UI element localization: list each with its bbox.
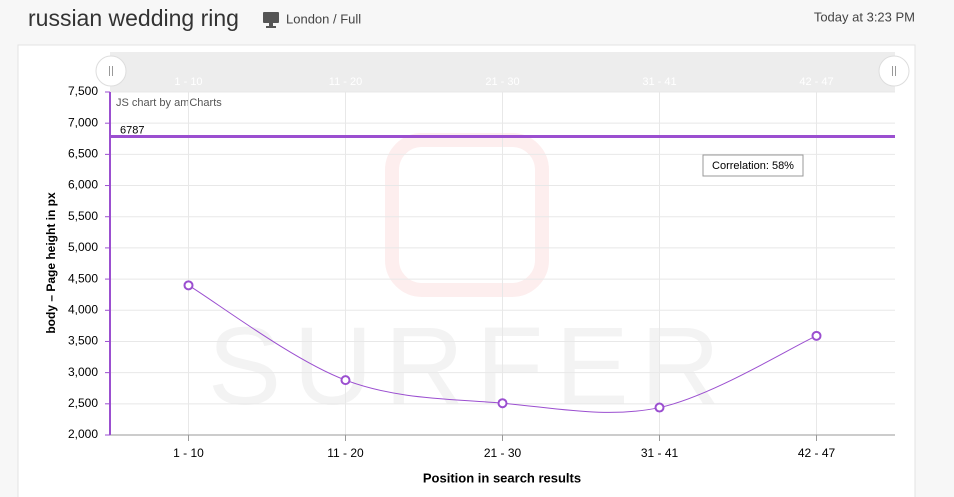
chart-card — [17, 44, 916, 497]
data-point[interactable] — [497, 398, 508, 409]
y-tick-label: 7,500 — [68, 84, 98, 98]
y-tick-label: 5,500 — [68, 209, 98, 223]
y-tick-label: 2,000 — [68, 427, 98, 441]
credit: JS chart by amCharts — [116, 97, 222, 109]
timestamp: Today at 3:23 PM — [814, 9, 915, 24]
scrollbar-label: 21 - 30 — [485, 76, 519, 88]
y-tick-label: 5,000 — [68, 240, 98, 254]
data-point[interactable] — [183, 280, 194, 291]
x-tick-label: 1 - 10 — [173, 446, 204, 460]
reference-label: 6787 — [120, 124, 144, 136]
data-point[interactable] — [654, 402, 665, 413]
y-tick-label: 3,500 — [68, 334, 98, 348]
scrollbar-label: 42 - 47 — [799, 76, 833, 88]
y-tick-label: 6,000 — [68, 178, 98, 192]
x-tick-label: 42 - 47 — [798, 446, 836, 460]
page-title: russian wedding ring — [28, 5, 239, 31]
y-tick-label: 4,000 — [68, 302, 98, 316]
scrollbar-label: 31 - 41 — [642, 76, 676, 88]
tooltip: Correlation: 58% — [712, 160, 794, 172]
scrollbar-handle[interactable] — [95, 55, 127, 87]
x-tick-label: 11 - 20 — [327, 446, 364, 460]
data-point[interactable] — [340, 375, 351, 386]
y-tick-label: 4,500 — [68, 271, 98, 285]
scrollbar-handle[interactable] — [878, 55, 910, 87]
watermark: SURFER — [208, 305, 732, 428]
data-point[interactable] — [811, 330, 822, 341]
y-axis-title: body – Page height in px — [44, 192, 58, 334]
x-tick-label: 31 - 41 — [641, 446, 679, 460]
tooltip-box — [702, 154, 804, 177]
x-axis-title: Position in search results — [423, 470, 581, 485]
y-tick-label: 7,000 — [68, 115, 98, 129]
y-tick-label: 3,000 — [68, 365, 98, 379]
scrollbar[interactable] — [110, 52, 895, 92]
location: London / Full — [286, 11, 361, 26]
y-tick-label: 2,500 — [68, 396, 98, 410]
scrollbar-label: 1 - 10 — [174, 76, 202, 88]
y-tick-label: 6,500 — [68, 147, 98, 161]
scrollbar-label: 11 - 20 — [329, 76, 362, 88]
x-tick-label: 21 - 30 — [484, 446, 522, 460]
watermark-logo — [385, 133, 549, 297]
monitor-icon — [263, 12, 279, 28]
